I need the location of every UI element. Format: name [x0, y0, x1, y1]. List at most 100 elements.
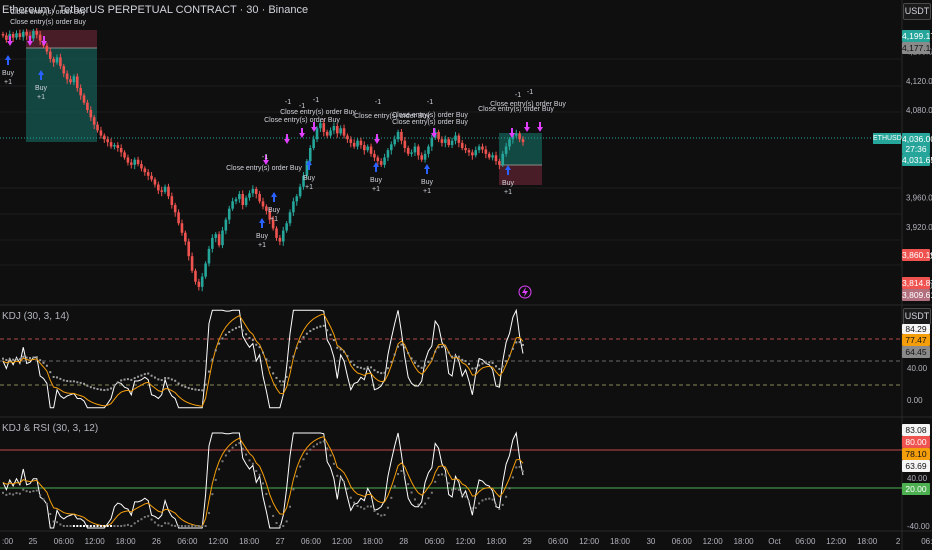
j-dot [339, 348, 342, 351]
j-dot [191, 387, 194, 390]
j-dot [137, 375, 140, 378]
j-dot [86, 525, 89, 527]
candle-body [5, 35, 8, 40]
j-dot [494, 503, 497, 506]
j-dot [451, 488, 454, 491]
candle-body [207, 248, 211, 264]
candle-body [167, 186, 170, 197]
time-label: 12:00 [332, 537, 353, 546]
candle-body [136, 159, 140, 165]
time-label: 06:00 [54, 537, 75, 546]
candle-body [403, 140, 407, 148]
candle-body [244, 197, 248, 205]
j-dot [326, 329, 329, 332]
j-dot [39, 359, 42, 362]
j-dot [332, 339, 335, 342]
indicator1-currency-button[interactable]: USDT [903, 308, 931, 325]
j-dot [383, 513, 386, 516]
price-tag-red-3: 3,809.61 [902, 289, 932, 301]
j-dot [289, 366, 292, 369]
j-dot [83, 525, 86, 527]
symbol-tag: ETHUSDT.P [873, 133, 912, 144]
candle-body [140, 164, 143, 169]
time-label: 2 [896, 537, 901, 546]
j-dot [2, 357, 4, 360]
j-dot [349, 496, 352, 499]
j-dot [400, 343, 403, 346]
j-dot [25, 356, 28, 359]
j-dot [184, 385, 187, 388]
candle-body [11, 34, 15, 38]
candle-body [75, 76, 79, 89]
j-dot [174, 379, 177, 382]
candle-body [281, 230, 285, 242]
j-dot [29, 490, 32, 493]
close-arrow-icon [311, 122, 317, 132]
j-dot [505, 360, 508, 363]
j-dot [380, 514, 383, 517]
time-label: 18:00 [239, 537, 260, 546]
candle-body [379, 161, 383, 165]
candle-body [383, 157, 386, 165]
close-order-label: Close entry(s) order Buy [10, 19, 86, 26]
j-dot [484, 361, 487, 364]
j-dot [417, 503, 420, 506]
candle-body [69, 79, 72, 83]
j-dot [160, 379, 163, 382]
j-dot [218, 342, 221, 345]
j-dot [268, 505, 271, 508]
currency-button[interactable]: USDT [903, 3, 931, 20]
close-order-label: Close entry(s) order Buy [490, 101, 566, 108]
candle-body [444, 139, 447, 143]
j-dot [49, 512, 52, 515]
j-dot [275, 376, 278, 379]
j-dot [164, 522, 167, 525]
candle-body [335, 126, 339, 134]
candle-body [454, 135, 457, 141]
j-dot [234, 444, 237, 447]
j-dot [481, 499, 484, 502]
minus-one-label: -1 [427, 99, 433, 106]
candle-body [298, 186, 302, 197]
j-dot [464, 495, 467, 498]
ind2-scale-40: 40.00 [907, 474, 928, 483]
plus-one-label: +1 [423, 188, 431, 195]
candle-body [295, 196, 299, 202]
candle-body [106, 139, 109, 143]
candle-body [518, 133, 521, 140]
buy-arrow-icon [259, 218, 265, 228]
j-dot [454, 355, 457, 358]
ind2-tag-green: 20.00 [902, 483, 930, 495]
candle-body [308, 148, 312, 162]
j-dot [295, 347, 298, 350]
indicator2-title[interactable]: KDJ & RSI (30, 3, 12) [2, 423, 99, 434]
indicator1-title[interactable]: KDJ (30, 3, 14) [2, 311, 70, 322]
j-dot [285, 520, 288, 523]
close-arrow-icon [537, 122, 543, 132]
j-dot [137, 520, 140, 523]
time-axis[interactable]: :00 25 06:00 12:00 18:00 26 06:00 12:00 18:00 27 0… [2, 537, 932, 546]
j-dot [99, 388, 102, 391]
j-dot [440, 345, 443, 348]
candle-body [508, 139, 511, 147]
j-dot [32, 356, 35, 359]
candle-body [420, 155, 424, 160]
time-label: 30 [646, 537, 655, 546]
j-dot [258, 473, 261, 476]
j-dot [501, 503, 504, 506]
close-arrow-icon [431, 128, 437, 138]
candle-body [440, 139, 444, 143]
j-dot [140, 374, 143, 377]
j-dot [42, 498, 45, 501]
j-dot [89, 386, 92, 389]
time-label: 12:00 [455, 537, 476, 546]
ind2-tag-orange: 78.10 [902, 448, 930, 460]
candle-body [447, 139, 451, 146]
j-dot [363, 367, 366, 370]
buy-label: Buy [268, 207, 281, 214]
candle-body [511, 135, 515, 140]
ind1-scale-0: 0.00 [907, 396, 923, 405]
j-dot [69, 380, 72, 383]
lightning-icon[interactable] [518, 285, 532, 299]
